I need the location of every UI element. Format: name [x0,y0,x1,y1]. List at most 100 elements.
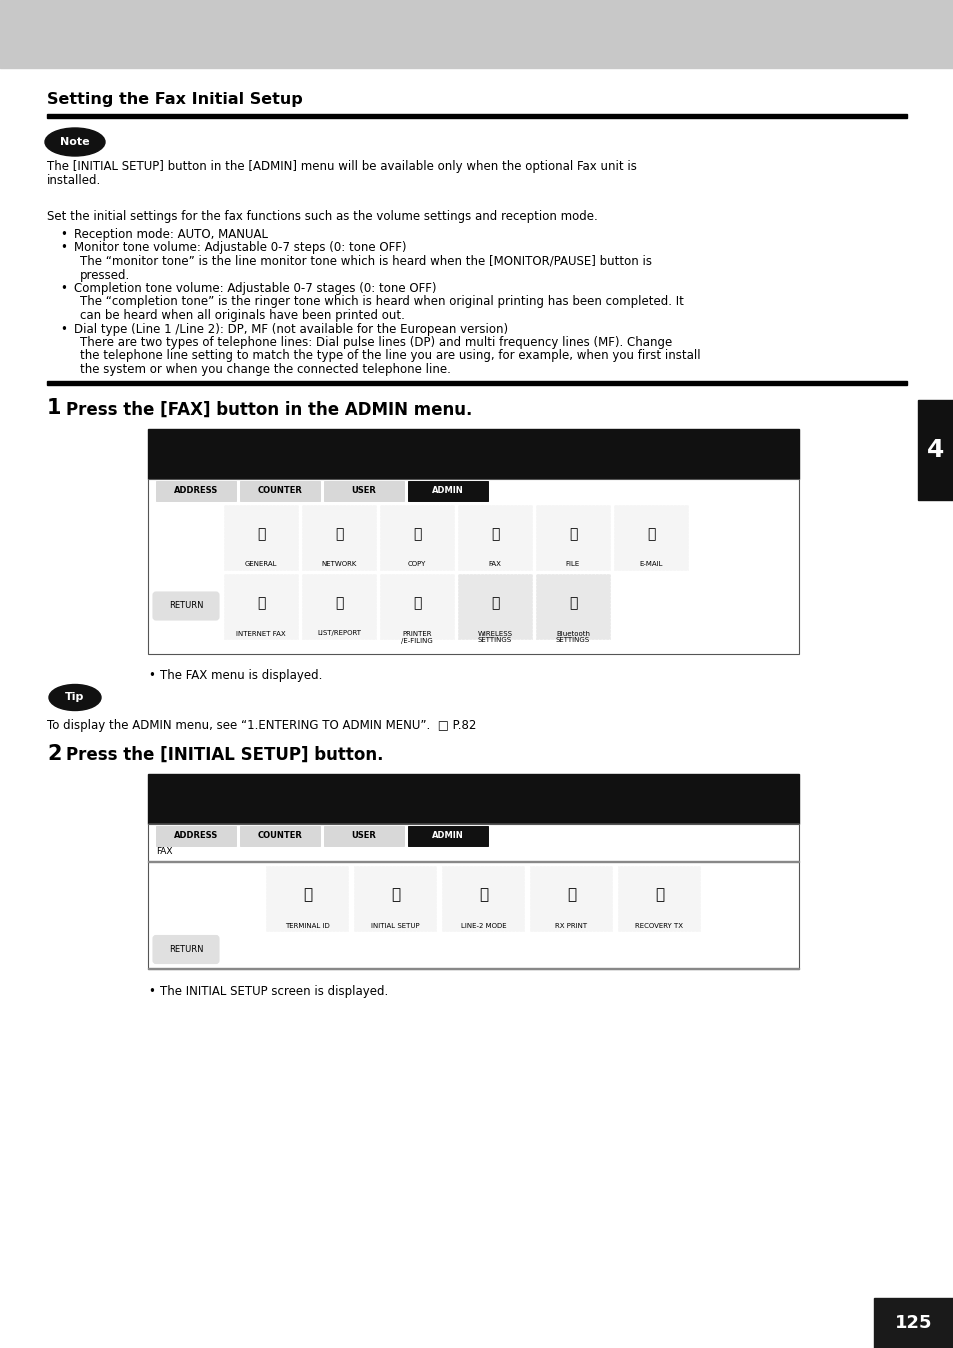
Text: ADMIN: ADMIN [432,487,463,495]
Text: LINE-2 MODE: LINE-2 MODE [460,922,506,929]
Text: Set the initial settings for the fax functions such as the volume settings and r: Set the initial settings for the fax fun… [47,210,598,222]
Text: 🔧: 🔧 [413,596,420,609]
Text: To display the ADMIN menu, see “1.ENTERING TO ADMIN MENU”.  □ P.82: To display the ADMIN menu, see “1.ENTERI… [47,720,476,732]
Bar [47,380,906,384]
Text: E-MAIL: E-MAIL [639,562,662,568]
Text: RETURN: RETURN [169,601,203,611]
Text: 🔧: 🔧 [256,527,265,541]
Text: WIRELESS
SETTINGS: WIRELESS SETTINGS [477,631,512,643]
Text: 🔧: 🔧 [646,527,655,541]
Text: 🔧: 🔧 [413,527,420,541]
Ellipse shape [45,128,105,156]
Text: There are two types of telephone lines: Dial pulse lines (DP) and multi frequenc: There are two types of telephone lines: … [80,336,672,349]
Text: The “completion tone” is the ringer tone which is heard when original printing h: The “completion tone” is the ringer tone… [80,295,683,309]
Text: 🔧: 🔧 [478,887,488,902]
Bar [302,573,375,639]
Text: COUNTER: COUNTER [257,830,302,840]
Bar [873,1298,953,1348]
Text: FAX: FAX [156,848,172,856]
Bar [148,479,799,654]
Text: •: • [60,228,67,241]
Bar [324,480,403,500]
Text: FILE: FILE [565,562,579,568]
Bar [917,400,953,500]
Text: USER: USER [352,830,376,840]
Text: FAX: FAX [488,562,501,568]
Text: 🔧: 🔧 [335,596,343,609]
Text: •: • [148,984,154,998]
Text: 🔧: 🔧 [490,596,498,609]
Bar [379,573,454,639]
Text: USER: USER [352,487,376,495]
Text: The “monitor tone” is the line monitor tone which is heard when the [MONITOR/PAU: The “monitor tone” is the line monitor t… [80,255,651,268]
Text: NETWORK: NETWORK [321,562,356,568]
Text: Monitor tone volume: Adjustable 0-7 steps (0: tone OFF): Monitor tone volume: Adjustable 0-7 step… [74,241,406,255]
Text: INTERNET FAX: INTERNET FAX [236,631,286,636]
Text: Dial type (Line 1 /Line 2): DP, MF (not available for the European version): Dial type (Line 1 /Line 2): DP, MF (not … [74,322,508,336]
Bar [530,865,612,930]
Text: TERMINAL ID: TERMINAL ID [285,922,330,929]
Bar [324,825,403,845]
Bar [302,504,375,569]
Text: ADMIN: ADMIN [432,830,463,840]
Bar [240,825,319,845]
Text: RX PRINT: RX PRINT [555,922,587,929]
Text: •: • [148,670,154,682]
Bar [408,480,488,500]
Text: The FAX menu is displayed.: The FAX menu is displayed. [160,670,322,682]
Text: PRINTER
/E-FILING: PRINTER /E-FILING [400,631,433,643]
Text: 🔧: 🔧 [335,527,343,541]
Text: LIST/REPORT: LIST/REPORT [316,631,360,636]
Text: RETURN: RETURN [169,945,203,954]
Bar [618,865,700,930]
Bar [148,774,799,824]
Text: The INITIAL SETUP screen is displayed.: The INITIAL SETUP screen is displayed. [160,984,388,998]
Text: COPY: COPY [407,562,426,568]
Text: 🔧: 🔧 [303,887,312,902]
Bar [355,865,436,930]
Text: 🔧: 🔧 [391,887,399,902]
Bar [536,573,609,639]
Text: 1: 1 [47,399,61,418]
Text: 2: 2 [47,744,61,763]
Ellipse shape [49,685,101,710]
Bar [148,824,799,968]
Bar [266,865,348,930]
Text: 🔧: 🔧 [566,887,576,902]
Text: COUNTER: COUNTER [257,487,302,495]
Text: 4: 4 [926,438,943,462]
Text: •: • [60,322,67,336]
Bar [148,824,799,968]
Bar [614,504,687,569]
Text: INITIAL SETUP: INITIAL SETUP [371,922,419,929]
Bar [408,825,488,845]
Bar [47,113,906,119]
Bar [457,504,532,569]
Bar [442,865,524,930]
Text: GENERAL: GENERAL [245,562,277,568]
Text: Bluetooth
SETTINGS: Bluetooth SETTINGS [556,631,590,643]
Text: Completion tone volume: Adjustable 0-7 stages (0: tone OFF): Completion tone volume: Adjustable 0-7 s… [74,282,436,295]
Text: Press the [FAX] button in the ADMIN menu.: Press the [FAX] button in the ADMIN menu… [66,400,472,418]
Text: 🔧: 🔧 [568,527,577,541]
Text: RECOVERY TX: RECOVERY TX [635,922,682,929]
Bar [224,504,297,569]
Text: 🔧: 🔧 [490,527,498,541]
Text: Reception mode: AUTO, MANUAL: Reception mode: AUTO, MANUAL [74,228,268,241]
Bar [148,429,799,479]
FancyBboxPatch shape [152,592,219,620]
Bar [457,573,532,639]
Text: the telephone line setting to match the type of the line you are using, for exam: the telephone line setting to match the … [80,349,700,363]
Text: 🔧: 🔧 [256,596,265,609]
Bar [156,825,235,845]
Text: •: • [60,241,67,255]
Text: Tip: Tip [65,693,85,702]
Text: 🔧: 🔧 [655,887,663,902]
Text: pressed.: pressed. [80,268,131,282]
Bar [0,0,953,67]
Text: Setting the Fax Initial Setup: Setting the Fax Initial Setup [47,92,302,106]
Text: 125: 125 [894,1314,932,1332]
Text: ADDRESS: ADDRESS [173,487,218,495]
Text: The [INITIAL SETUP] button in the [ADMIN] menu will be available only when the o: The [INITIAL SETUP] button in the [ADMIN… [47,160,637,173]
Text: •: • [60,282,67,295]
